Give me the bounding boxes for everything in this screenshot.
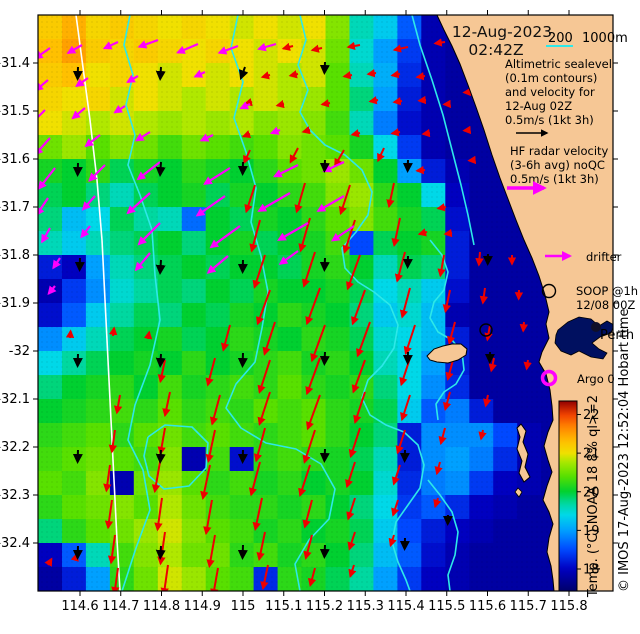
hf-radar-legend: HF radar velocity (3-6h avg) noQC 0.5m/s… [507, 144, 609, 188]
svg-text:114.6: 114.6 [61, 599, 98, 614]
svg-text:-32.4: -32.4 [0, 536, 30, 551]
drifter-label: drifter [586, 250, 622, 264]
svg-text:-32: -32 [9, 344, 30, 359]
altimetric-legend-line2: (0.1m contours) [505, 71, 597, 85]
soop-label-line1: SOOP @1h to [576, 284, 640, 298]
svg-text:-31.5: -31.5 [0, 104, 30, 119]
altimetric-legend-line4: 12-Aug 02Z [505, 99, 572, 113]
altimetric-legend-line3: and velocity for [505, 85, 595, 99]
svg-text:-32.1: -32.1 [0, 392, 30, 407]
svg-text:115.8: 115.8 [550, 599, 587, 614]
depth-200-label: 200 [548, 31, 573, 46]
svg-text:115.1: 115.1 [265, 599, 302, 614]
svg-text:-32.2: -32.2 [0, 440, 30, 455]
svg-text:115.4: 115.4 [387, 599, 424, 614]
copyright-label: © IMOS 17-Aug-2023 12:52:04 Hobart time [617, 309, 632, 592]
svg-text:-31.7: -31.7 [0, 200, 30, 215]
svg-text:114.8: 114.8 [143, 599, 180, 614]
svg-text:-31.9: -31.9 [0, 296, 30, 311]
svg-text:115: 115 [231, 599, 256, 614]
altimetric-legend-line5: 0.5m/s (1kt 3h) [505, 113, 594, 127]
svg-text:-32.3: -32.3 [0, 488, 30, 503]
hf-legend-line3: 0.5m/s (1kt 3h) [510, 172, 599, 186]
svg-text:115.7: 115.7 [510, 599, 547, 614]
depth-1000m-label: 1000m [582, 31, 628, 46]
svg-text:115.6: 115.6 [469, 599, 506, 614]
svg-text:-31.6: -31.6 [0, 152, 30, 167]
argo-label: Argo 0 [577, 372, 615, 386]
hf-legend-line1: HF radar velocity [510, 144, 609, 158]
svg-text:-31.8: -31.8 [0, 248, 30, 263]
svg-text:-31.4: -31.4 [0, 56, 30, 71]
svg-text:115.3: 115.3 [347, 599, 384, 614]
svg-text:114.9: 114.9 [184, 599, 221, 614]
svg-text:114.7: 114.7 [102, 599, 139, 614]
colorbar-gradient [559, 401, 577, 591]
date-label: 12-Aug-2023 [452, 23, 552, 41]
svg-text:115.5: 115.5 [428, 599, 465, 614]
svg-text:115.2: 115.2 [306, 599, 343, 614]
altimetric-legend-line1: Altimetric sealevel [505, 57, 612, 71]
colorbar-label: Temp. (°C) NOAA 18 8% ql>=2 [586, 395, 601, 598]
hf-legend-line2: (3-6h avg) noQC [510, 158, 605, 172]
